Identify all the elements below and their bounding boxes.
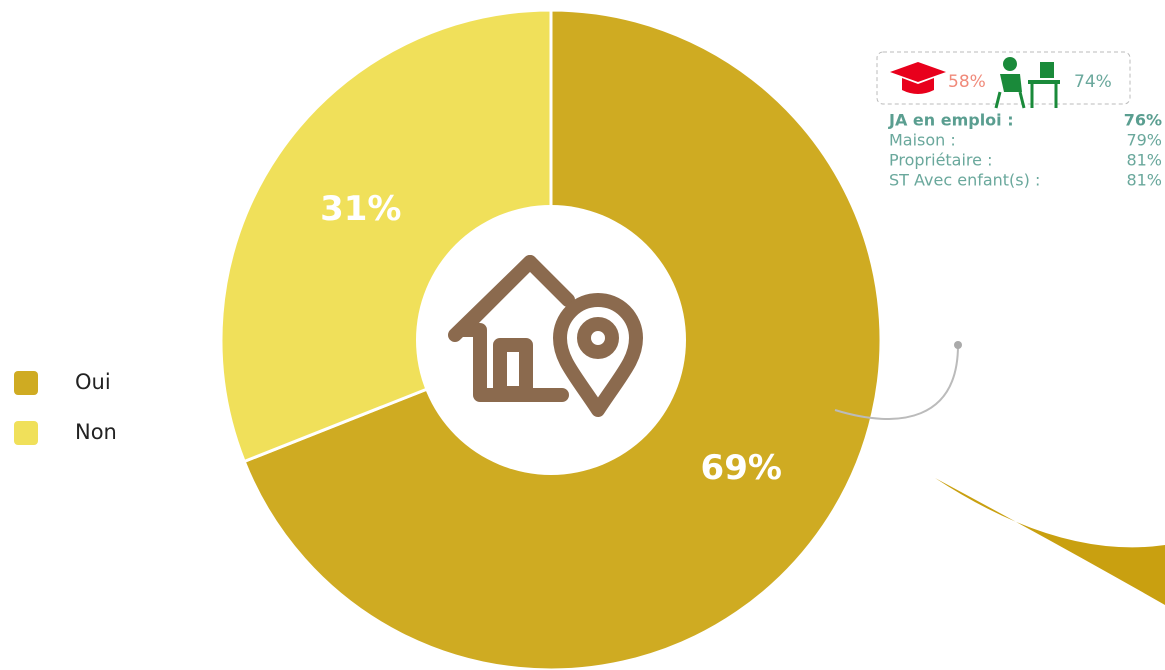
connector — [834, 344, 959, 420]
badge-value: 58% — [948, 72, 986, 92]
badge-box — [876, 51, 1131, 105]
stat-value: 76% — [1124, 111, 1162, 130]
stat-label: JA en emploi : — [888, 111, 1014, 130]
stat-label: Maison : — [889, 131, 956, 150]
value-label: 31% — [320, 189, 401, 229]
stat-value: 79% — [1126, 131, 1162, 150]
value-label: 69% — [701, 448, 782, 488]
connector-dot — [954, 341, 962, 349]
legend-label: Non — [75, 420, 117, 444]
house-pin-icon — [448, 255, 643, 417]
grad-icon — [890, 62, 946, 94]
donut-hole — [416, 205, 686, 475]
stat-label: Propriétaire : — [889, 151, 992, 170]
worker-icon — [994, 57, 1060, 109]
legend-label: Oui — [75, 370, 111, 394]
stat-value: 81% — [1126, 171, 1162, 190]
legend-swatch — [14, 421, 38, 445]
badge-value: 74% — [1074, 72, 1112, 92]
stat-label: ST Avec enfant(s) : — [889, 171, 1040, 190]
legend-swatch — [14, 371, 38, 395]
stat-value: 81% — [1126, 151, 1162, 170]
swoosh — [935, 478, 1165, 605]
